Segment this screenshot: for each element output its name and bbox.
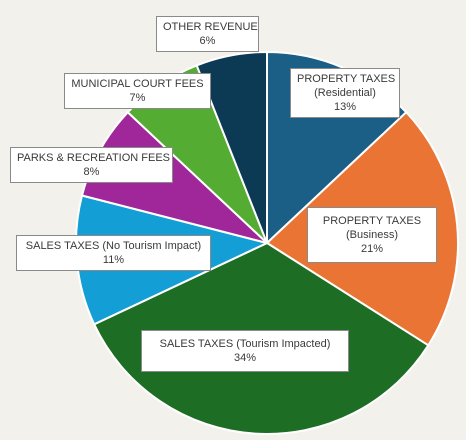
label-value: 21% [360, 243, 384, 255]
label-name: MUNICIPAL COURT FEES [71, 78, 204, 90]
label-sub: (Business) [346, 229, 398, 241]
label-value: 34% [233, 352, 257, 364]
label-name: PARKS & RECREATION FEES [17, 152, 171, 164]
data-label-other-revenue: OTHER REVENUE 6% [156, 16, 259, 52]
label-name: PROPERTY TAXES [297, 73, 396, 85]
pie-slice-other-revenue [195, 50, 268, 244]
label-name: SALES TAXES (Tourism Impacted) [159, 338, 331, 350]
data-label-sales-taxes-no-tourism-impact: SALES TAXES (No Tourism Impact) 11% [16, 235, 211, 271]
label-sub: (Residential) [314, 87, 376, 99]
label-name: PROPERTY TAXES [322, 215, 422, 227]
data-label-municipal-court-fees: MUNICIPAL COURT FEES 7% [64, 73, 211, 109]
label-name: OTHER REVENUE [163, 21, 258, 33]
label-value: 13% [333, 101, 357, 113]
label-value: 11% [102, 254, 125, 266]
label-name: SALES TAXES (No Tourism Impact) [25, 240, 202, 252]
data-label-sales-taxes-tourism-impacted: SALES TAXES (Tourism Impacted) 34% [141, 330, 349, 372]
label-value: 6% [199, 35, 216, 47]
label-value: 7% [129, 92, 146, 104]
data-label-parks-recreation-fees: PARKS & RECREATION FEES 8% [10, 147, 173, 183]
label-value: 8% [83, 166, 100, 178]
data-label-property-taxes-residential: PROPERTY TAXES (Residential) 13% [290, 68, 400, 118]
data-label-property-taxes-business: PROPERTY TAXES (Business) 21% [307, 207, 437, 263]
